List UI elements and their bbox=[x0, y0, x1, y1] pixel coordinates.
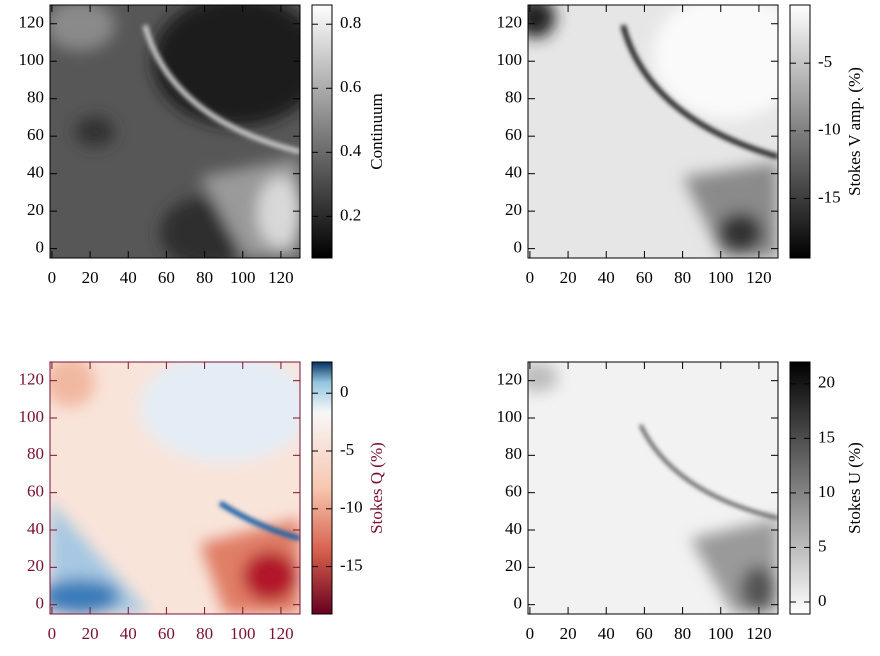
x-tick-label: 40 bbox=[598, 624, 615, 643]
plot-frame bbox=[49, 361, 301, 615]
colorbar-label: Continuum bbox=[367, 93, 386, 170]
y-tick-label: 80 bbox=[505, 88, 522, 107]
y-tick-label: 120 bbox=[19, 370, 45, 389]
y-tick-label: 40 bbox=[505, 163, 522, 182]
x-tick-label: 120 bbox=[746, 624, 772, 643]
x-tick-label: 20 bbox=[560, 624, 577, 643]
colorbar-tick-label: -10 bbox=[340, 498, 363, 517]
colorbar-tick-label: 5 bbox=[818, 536, 827, 555]
y-tick-label: 40 bbox=[505, 519, 522, 538]
x-tick-label: 40 bbox=[120, 268, 137, 287]
y-tick-label: 0 bbox=[36, 594, 45, 613]
image bbox=[50, 362, 300, 614]
colorbar-tick-label: -15 bbox=[340, 556, 363, 575]
colorbar-tick-label: -5 bbox=[818, 52, 832, 71]
x-tick-label: 120 bbox=[746, 268, 772, 287]
colorbar-tick-label: 20 bbox=[818, 373, 835, 392]
y-tick-label: 20 bbox=[27, 556, 44, 575]
plot-frame bbox=[527, 361, 779, 615]
x-tick-label: 80 bbox=[674, 624, 691, 643]
x-tick-label: 0 bbox=[48, 624, 57, 643]
colorbar bbox=[789, 4, 811, 259]
colorbar-tick-label: 0.2 bbox=[340, 205, 361, 224]
x-tick-label: 80 bbox=[196, 268, 213, 287]
x-tick-label: 40 bbox=[120, 624, 137, 643]
x-tick-label: 20 bbox=[82, 624, 99, 643]
colorbar-tick-label: 0.6 bbox=[340, 77, 361, 96]
y-tick-label: 40 bbox=[27, 519, 44, 538]
y-tick-label: 20 bbox=[27, 200, 44, 219]
colorbar-tick-label: 15 bbox=[818, 427, 835, 446]
x-tick-label: 80 bbox=[196, 624, 213, 643]
colorbar-label: Stokes V amp. (%) bbox=[845, 67, 864, 196]
x-tick-label: 80 bbox=[674, 268, 691, 287]
y-tick-label: 120 bbox=[497, 13, 523, 32]
colorbar-tick-label: 0.4 bbox=[340, 141, 362, 160]
colorbar bbox=[311, 361, 333, 615]
x-tick-label: 100 bbox=[230, 624, 256, 643]
colorbar-tick-label: -5 bbox=[340, 440, 354, 459]
colorbar-label: Stokes Q (%) bbox=[367, 442, 386, 534]
x-tick-label: 60 bbox=[636, 624, 653, 643]
image bbox=[50, 5, 300, 258]
x-tick-label: 60 bbox=[636, 268, 653, 287]
x-tick-label: 120 bbox=[268, 268, 294, 287]
x-tick-label: 100 bbox=[708, 624, 734, 643]
x-tick-label: 60 bbox=[158, 268, 175, 287]
plot-frame bbox=[527, 4, 779, 259]
y-tick-label: 100 bbox=[497, 407, 523, 426]
y-tick-label: 120 bbox=[19, 13, 45, 32]
x-tick-label: 0 bbox=[526, 624, 535, 643]
colorbar-tick-label: 0.8 bbox=[340, 13, 361, 32]
y-tick-label: 20 bbox=[505, 200, 522, 219]
y-tick-label: 60 bbox=[27, 482, 44, 501]
y-tick-label: 120 bbox=[497, 370, 523, 389]
x-tick-label: 40 bbox=[598, 268, 615, 287]
y-tick-label: 60 bbox=[27, 125, 44, 144]
x-tick-label: 100 bbox=[708, 268, 734, 287]
y-tick-label: 0 bbox=[514, 238, 523, 257]
colorbar-tick-label: 0 bbox=[818, 591, 827, 610]
y-tick-label: 60 bbox=[505, 482, 522, 501]
colorbar-label: Stokes U (%) bbox=[845, 442, 864, 534]
x-tick-label: 120 bbox=[268, 624, 294, 643]
y-tick-label: 100 bbox=[19, 407, 45, 426]
y-tick-label: 40 bbox=[27, 163, 44, 182]
image bbox=[528, 362, 778, 614]
y-tick-label: 0 bbox=[514, 594, 523, 613]
y-tick-label: 0 bbox=[36, 238, 45, 257]
colorbar bbox=[789, 361, 811, 615]
colorbar-tick-label: 0 bbox=[340, 382, 349, 401]
x-tick-label: 20 bbox=[82, 268, 99, 287]
y-tick-label: 60 bbox=[505, 125, 522, 144]
colorbar-tick-label: -15 bbox=[818, 187, 841, 206]
plot-frame bbox=[49, 4, 301, 259]
x-tick-label: 100 bbox=[230, 268, 256, 287]
y-tick-label: 80 bbox=[27, 88, 44, 107]
colorbar-tick-label: -10 bbox=[818, 120, 841, 139]
x-tick-label: 20 bbox=[560, 268, 577, 287]
x-tick-label: 0 bbox=[48, 268, 57, 287]
y-tick-label: 80 bbox=[505, 444, 522, 463]
image bbox=[528, 5, 778, 258]
colorbar-tick-label: 10 bbox=[818, 482, 835, 501]
y-tick-label: 100 bbox=[497, 50, 523, 69]
x-tick-label: 60 bbox=[158, 624, 175, 643]
colorbar bbox=[311, 4, 333, 259]
y-tick-label: 100 bbox=[19, 50, 45, 69]
y-tick-label: 80 bbox=[27, 444, 44, 463]
y-tick-label: 20 bbox=[505, 556, 522, 575]
x-tick-label: 0 bbox=[526, 268, 535, 287]
